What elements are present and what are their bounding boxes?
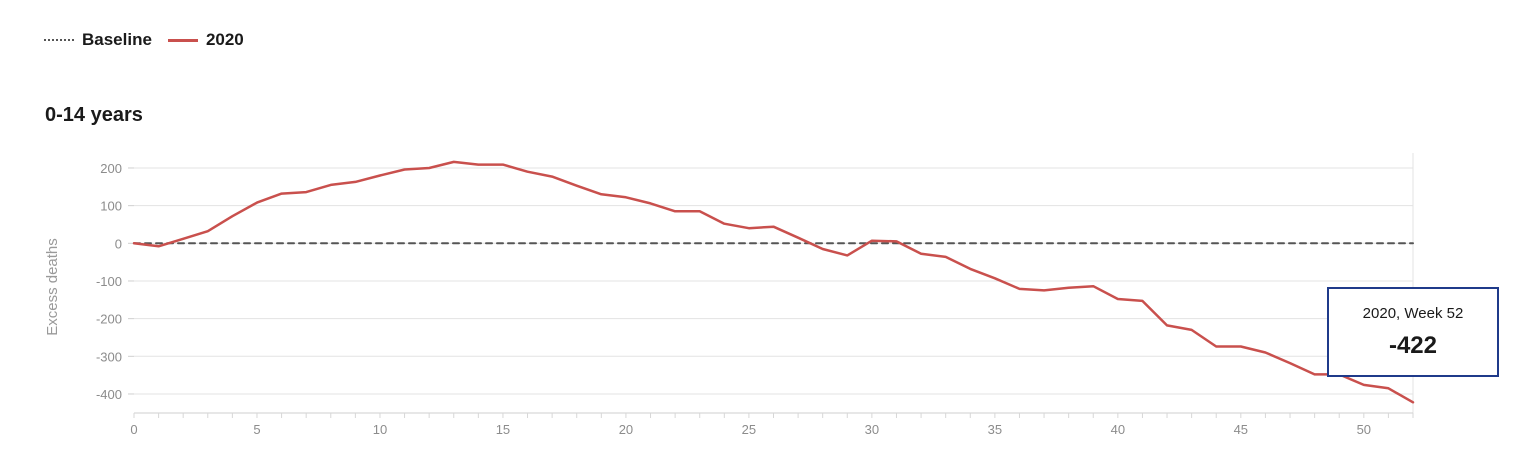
y-tick-label: 200: [100, 161, 122, 176]
x-tick-label: 50: [1357, 422, 1371, 437]
x-tick-label: 5: [253, 422, 260, 437]
legend-swatch-baseline: [44, 39, 74, 41]
legend-label-baseline: Baseline: [82, 30, 152, 49]
y-tick-label: 0: [115, 236, 122, 251]
legend-swatch-2020: [167, 38, 198, 42]
x-tick-label: 40: [1111, 422, 1125, 437]
x-tick-label: 20: [619, 422, 633, 437]
x-tick-label: 35: [988, 422, 1002, 437]
x-tick-label: 0: [130, 422, 137, 437]
chart-legend: Baseline 2020: [44, 28, 260, 52]
legend-label-2020: 2020: [205, 30, 244, 49]
x-tick-label: 30: [865, 422, 879, 437]
axis-layer: -400 -300 -200 -100 0 100 200 0 5 10 15 20 25 30 35 40 4…: [96, 161, 1414, 437]
y-tick-label: -300: [96, 349, 122, 364]
y-tick-label: -400: [96, 387, 122, 402]
x-tick-label: 25: [742, 422, 756, 437]
x-tick-label: 10: [373, 422, 387, 437]
y-axis-title: Excess deaths: [44, 238, 61, 336]
hover-tooltip: 2020, Week 52 -422: [1327, 287, 1499, 377]
grid-layer: [134, 153, 1414, 413]
tooltip-header: 2020, Week 52: [1362, 305, 1464, 322]
y-tick-label: -100: [96, 274, 122, 289]
panel-title: 0-14 years: [45, 104, 143, 126]
legend-item-2020[interactable]: 2020: [167, 30, 244, 50]
x-tick-label: 45: [1234, 422, 1248, 437]
legend-item-baseline[interactable]: Baseline: [44, 30, 152, 50]
tooltip-value: -422: [1388, 332, 1438, 359]
series-layer: [132, 160, 1415, 404]
y-tick-label: 100: [100, 199, 122, 214]
y-tick-label: -200: [96, 312, 122, 327]
x-tick-label: 15: [496, 422, 510, 437]
series-line-2020[interactable]: [132, 160, 1415, 404]
